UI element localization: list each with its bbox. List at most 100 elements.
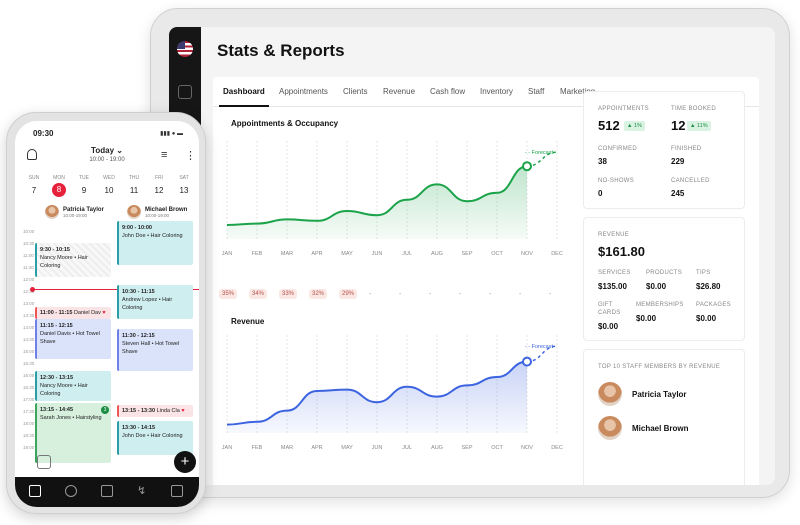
appointment-card[interactable]: 12:30 - 13:15 Nancy Moore • Hair Coloring xyxy=(35,371,111,401)
current-time-dot xyxy=(30,287,35,292)
day-number[interactable]: 10 xyxy=(104,186,114,195)
tab-revenue[interactable]: Revenue xyxy=(383,87,416,96)
revenue-chart: JAN FEB MAR APR MAY JUN JUL AUG SEP OCT NOV DEC - - … xyxy=(222,335,563,451)
calendar-settings-icon[interactable] xyxy=(37,455,51,469)
x-tick-label: MAY xyxy=(341,251,353,257)
staff-row[interactable]: Patricia Taylor xyxy=(598,382,687,406)
hour-label: 10:30 xyxy=(23,241,35,246)
occupancy-badge: 32% xyxy=(309,289,328,299)
avatar xyxy=(127,205,141,219)
appt-text: Nancy Moore • Hair Coloring xyxy=(40,255,88,269)
hour-label: 15:00 xyxy=(23,349,35,354)
packages-value: $0.00 xyxy=(696,314,717,323)
staff-name: Michael Brown xyxy=(632,423,689,433)
clients-nav-icon[interactable] xyxy=(65,485,77,497)
occupancy-badge: 33% xyxy=(279,289,298,299)
day-head: WED xyxy=(103,175,115,181)
occupancy-badge: 35% xyxy=(219,289,238,299)
appointment-card[interactable]: 11:00 - 11:15 Daniel Dav ♥ xyxy=(35,307,111,319)
appt-time: 13:30 - 14:15 xyxy=(122,425,156,431)
hour-label: 16:00 xyxy=(23,373,35,378)
occupancy-badge: - xyxy=(489,291,492,298)
bell-icon[interactable] xyxy=(27,149,37,160)
series-area xyxy=(227,361,527,433)
x-tick-label: SEP xyxy=(461,445,472,451)
calendar-nav-icon[interactable] xyxy=(29,485,41,497)
calendar-icon[interactable] xyxy=(178,85,192,99)
tips-label: TIPS xyxy=(696,270,711,276)
tab-dashboard[interactable]: Dashboard xyxy=(223,87,265,96)
appointment-card[interactable]: 11:30 - 12:15 Steven Hall • Hot Towel Sha… xyxy=(117,329,193,371)
confirmed-value: 38 xyxy=(598,157,607,166)
appt-text: John Doe • Hair Coloring xyxy=(122,233,183,239)
appt-time: 9:30 - 10:15 xyxy=(40,247,70,253)
staff-column-header[interactable]: Michael Brown 10:00-19:00 xyxy=(127,205,187,219)
sales-nav-icon[interactable] xyxy=(101,485,113,497)
store-nav-icon[interactable] xyxy=(171,485,183,497)
current-time-line xyxy=(33,289,199,290)
appt-time: 9:00 - 10:00 xyxy=(122,225,152,231)
revenue-label: REVENUE xyxy=(598,232,630,238)
confirmed-label: CONFIRMED xyxy=(598,146,638,152)
day-number[interactable]: 11 xyxy=(129,186,139,195)
today-selector[interactable]: Today ⌄ xyxy=(91,146,123,155)
staff-column-header[interactable]: Patricia Taylor 10:00-19:00 xyxy=(45,205,104,219)
add-appointment-button[interactable]: + xyxy=(174,451,196,473)
day-number[interactable]: 8 xyxy=(52,183,66,197)
staff-name: Michael Brown xyxy=(145,206,188,213)
tab-cash-flow[interactable]: Cash flow xyxy=(430,87,466,96)
tab-inventory[interactable]: Inventory xyxy=(480,87,513,96)
phone-screen: 09:30 ▮▮▮ ● ▬ Today ⌄ 10:00 - 19:00 ≡ ⋮ … xyxy=(15,121,199,507)
current-point xyxy=(522,356,532,367)
staff-hours: 10:00-19:00 xyxy=(145,212,170,218)
appointment-card[interactable]: 10:30 - 11:15 Andrew Lopez • Hair Colorin… xyxy=(117,285,193,319)
appt-text: Andrew Lopez • Hair Coloring xyxy=(122,297,173,311)
occupancy-badge: - xyxy=(549,291,552,298)
appointment-card[interactable]: 13:15 - 13:30 Linda Cla ♥ xyxy=(117,405,193,417)
avatar xyxy=(45,205,59,219)
x-tick-label: DEC xyxy=(551,445,563,451)
appointment-card[interactable]: 11:15 - 12:15 Daniel Davis • Hot Towel Sh… xyxy=(35,319,111,359)
more-icon[interactable]: ⋮ xyxy=(185,150,196,162)
appointment-card[interactable]: 13:15 - 14:45 Sarah Jones • Hairstyling xyxy=(35,403,111,463)
x-tick-label: MAY xyxy=(341,445,353,451)
appt-time: 10:30 - 11:15 xyxy=(122,289,155,295)
appointment-card[interactable]: 13:30 - 14:15 John Doe • Hair Coloring xyxy=(117,421,193,455)
x-tick-label: SEP xyxy=(461,251,472,257)
forecast-label: - - Forecast xyxy=(525,150,554,156)
hour-label: 16:30 xyxy=(23,385,35,390)
hour-label: 14:30 xyxy=(23,337,35,342)
day-number[interactable]: 13 xyxy=(179,186,189,195)
appt-time: 13:15 - 13:30 xyxy=(122,408,156,414)
appointment-card[interactable]: 9:30 - 10:15 Nancy Moore • Hair Coloring xyxy=(35,243,111,277)
appointment-card[interactable]: 9:00 - 10:00 John Doe • Hair Coloring xyxy=(117,221,193,265)
x-tick-label: JUN xyxy=(372,445,383,451)
filter-icon[interactable]: ≡ xyxy=(161,149,168,161)
day-number[interactable]: 7 xyxy=(31,186,37,195)
tab-marketing[interactable]: Marketing xyxy=(560,87,596,96)
tab-staff[interactable]: Staff xyxy=(528,87,545,96)
staff-row[interactable]: Michael Brown xyxy=(598,416,688,440)
appt-time: 13:15 - 14:45 xyxy=(40,407,74,413)
tab-clients[interactable]: Clients xyxy=(343,87,368,96)
noshows-label: NO-SHOWS xyxy=(598,178,635,184)
day-number[interactable]: 12 xyxy=(154,186,164,195)
x-tick-label: APR xyxy=(311,251,322,257)
day-head: SAT xyxy=(179,175,189,181)
tab-appointments[interactable]: Appointments xyxy=(279,87,328,96)
day-number[interactable]: 9 xyxy=(81,186,87,195)
occupancy-badge: - xyxy=(459,291,462,298)
top-staff-title: TOP 10 STAFF MEMBERS BY REVENUE xyxy=(598,364,721,370)
hour-label: 11:30 xyxy=(23,265,34,270)
us-flag-icon[interactable] xyxy=(177,41,193,57)
products-label: PRODUCTS xyxy=(646,270,683,276)
x-tick-label: AUG xyxy=(431,251,443,257)
occupancy-badge: - xyxy=(399,291,402,298)
appt-text: Daniel Dav xyxy=(73,310,101,316)
occupancy-badge: - xyxy=(369,291,372,298)
lightning-nav-icon[interactable]: ↯ xyxy=(137,485,147,497)
hour-label: 18:30 xyxy=(23,433,35,438)
occupancy-badge: - xyxy=(429,291,432,298)
appt-text: Nancy Moore • Hair Coloring xyxy=(40,383,88,397)
appt-text: Sarah Jones • Hairstyling xyxy=(40,415,102,421)
